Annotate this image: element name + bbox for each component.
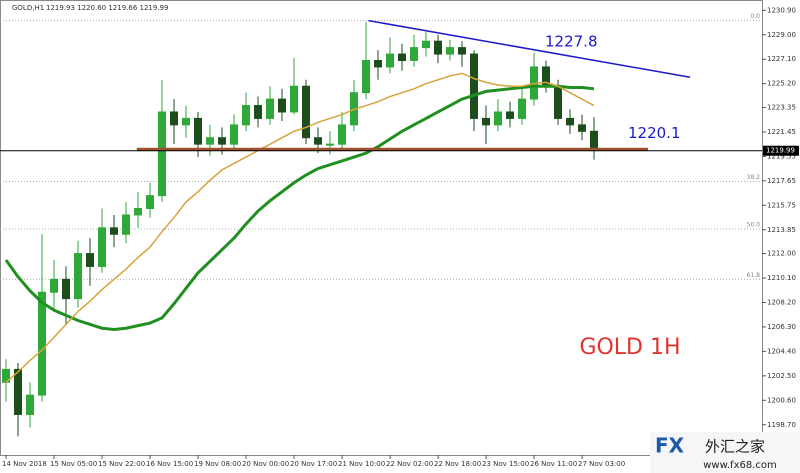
chart-title: GOLD 1H [579, 335, 680, 360]
y-tick-label: 1215.75 [767, 201, 796, 209]
x-tick-label: 20 Nov 00:00 [242, 460, 289, 468]
candle-body [446, 47, 454, 55]
x-tick-label: 22 Nov 18:00 [434, 460, 481, 468]
candle-body [242, 105, 250, 126]
watermark-name: 外汇之家 [705, 438, 765, 456]
x-tick-label: 19 Nov 08:00 [194, 460, 241, 468]
x-tick-label: 16 Nov 15:00 [146, 460, 193, 468]
candle-body [590, 130, 598, 152]
header-quote: 1219.93 1220.60 1219.66 1219.99 [46, 4, 168, 12]
candle-body [386, 53, 394, 68]
candle-body [362, 59, 370, 94]
watermark-brand: FX [655, 434, 685, 458]
y-tick-label: 1198.70 [767, 421, 796, 429]
y-tick-label: 1210.10 [767, 274, 796, 282]
candle-body [290, 85, 298, 113]
candle-body [74, 253, 82, 300]
candle-body [554, 85, 562, 119]
candle-body [422, 40, 430, 49]
candle-body [458, 47, 466, 55]
candle-body [278, 98, 286, 113]
candle-body [314, 137, 322, 145]
y-tick-label: 1204.40 [767, 347, 796, 355]
candle-body [122, 214, 130, 235]
y-tick-label: 1206.30 [767, 323, 796, 331]
x-tick-label: 22 Nov 02:00 [386, 460, 433, 468]
candle-body [494, 111, 502, 126]
candle-body [14, 368, 22, 415]
candle-body [506, 111, 514, 119]
trendline-label: 1227.8 [545, 33, 598, 51]
candle-body [38, 291, 46, 396]
candle-body [578, 124, 586, 132]
candle-body [338, 124, 346, 145]
last-price-box [763, 145, 799, 156]
candle-body [182, 117, 190, 126]
moving-average [4, 84, 595, 332]
y-tick-label: 1223.35 [767, 103, 796, 111]
y-tick-label: 1221.45 [767, 128, 796, 136]
fib-label: 61.8 [747, 272, 761, 279]
candle-body [206, 137, 214, 145]
candle-body [410, 47, 418, 61]
candle-body [218, 137, 226, 145]
y-tick-label: 1200.60 [767, 396, 796, 404]
candle-body [230, 124, 238, 145]
y-tick-label: 1219.55 [767, 152, 796, 160]
candle-body [482, 117, 490, 126]
y-tick-label: 1208.20 [767, 298, 796, 306]
support-label: 1220.1 [628, 124, 681, 142]
candle-body [470, 53, 478, 119]
x-tick-label: 15 Nov 22:00 [98, 460, 145, 468]
y-tick-label: 1229.00 [767, 31, 796, 39]
x-tick-label: 23 Nov 15:00 [482, 460, 529, 468]
candle-body [86, 253, 94, 267]
candle-body [254, 105, 262, 119]
symbol: GOLD,H1 [12, 4, 44, 12]
candle-body [146, 195, 154, 210]
y-tick-label: 1225.20 [767, 80, 796, 88]
trendline [368, 19, 691, 78]
moving-average [5, 72, 595, 383]
y-tick-label: 1202.50 [767, 372, 796, 380]
x-tick-label: 27 Nov 03:00 [578, 460, 625, 468]
candle-body [266, 98, 274, 119]
y-tick-label: 1227.10 [767, 55, 796, 63]
candle-body [62, 278, 70, 300]
candle-body [326, 143, 334, 146]
candle-body [398, 53, 406, 61]
candle-body [434, 40, 442, 55]
candle-body [518, 98, 526, 119]
x-tick-label: 26 Nov 11:00 [530, 460, 577, 468]
fib-label: 0.0 [750, 13, 760, 20]
y-tick-label: 1213.85 [767, 226, 796, 234]
y-tick-label: 1230.90 [767, 6, 796, 14]
x-tick-label: 21 Nov 10:00 [338, 460, 385, 468]
x-tick-label: 20 Nov 17:00 [290, 460, 337, 468]
candle-body [374, 59, 382, 68]
x-tick-label: 14 Nov 2018 [2, 460, 47, 468]
plot-frame [0, 0, 763, 456]
candle-body [110, 227, 118, 235]
candle-body [194, 117, 202, 145]
x-tick-label: 15 Nov 05:00 [50, 460, 97, 468]
fib-label: 50.0 [747, 222, 761, 229]
watermark-url: www.fx68.com [703, 460, 777, 471]
candle-body [158, 111, 166, 197]
candle-body [170, 111, 178, 126]
candle-body [302, 85, 310, 139]
y-tick-label: 1217.65 [767, 177, 796, 185]
fib-label: 38.2 [747, 174, 761, 181]
candle-body [26, 394, 34, 415]
candle-body [50, 278, 58, 293]
y-tick-label: 1212.00 [767, 250, 796, 258]
candle-body [566, 117, 574, 126]
candle-body [98, 227, 106, 267]
candle-body [134, 208, 142, 216]
watermark-box [650, 432, 800, 473]
last-price-label: 1219.99 [766, 147, 795, 155]
